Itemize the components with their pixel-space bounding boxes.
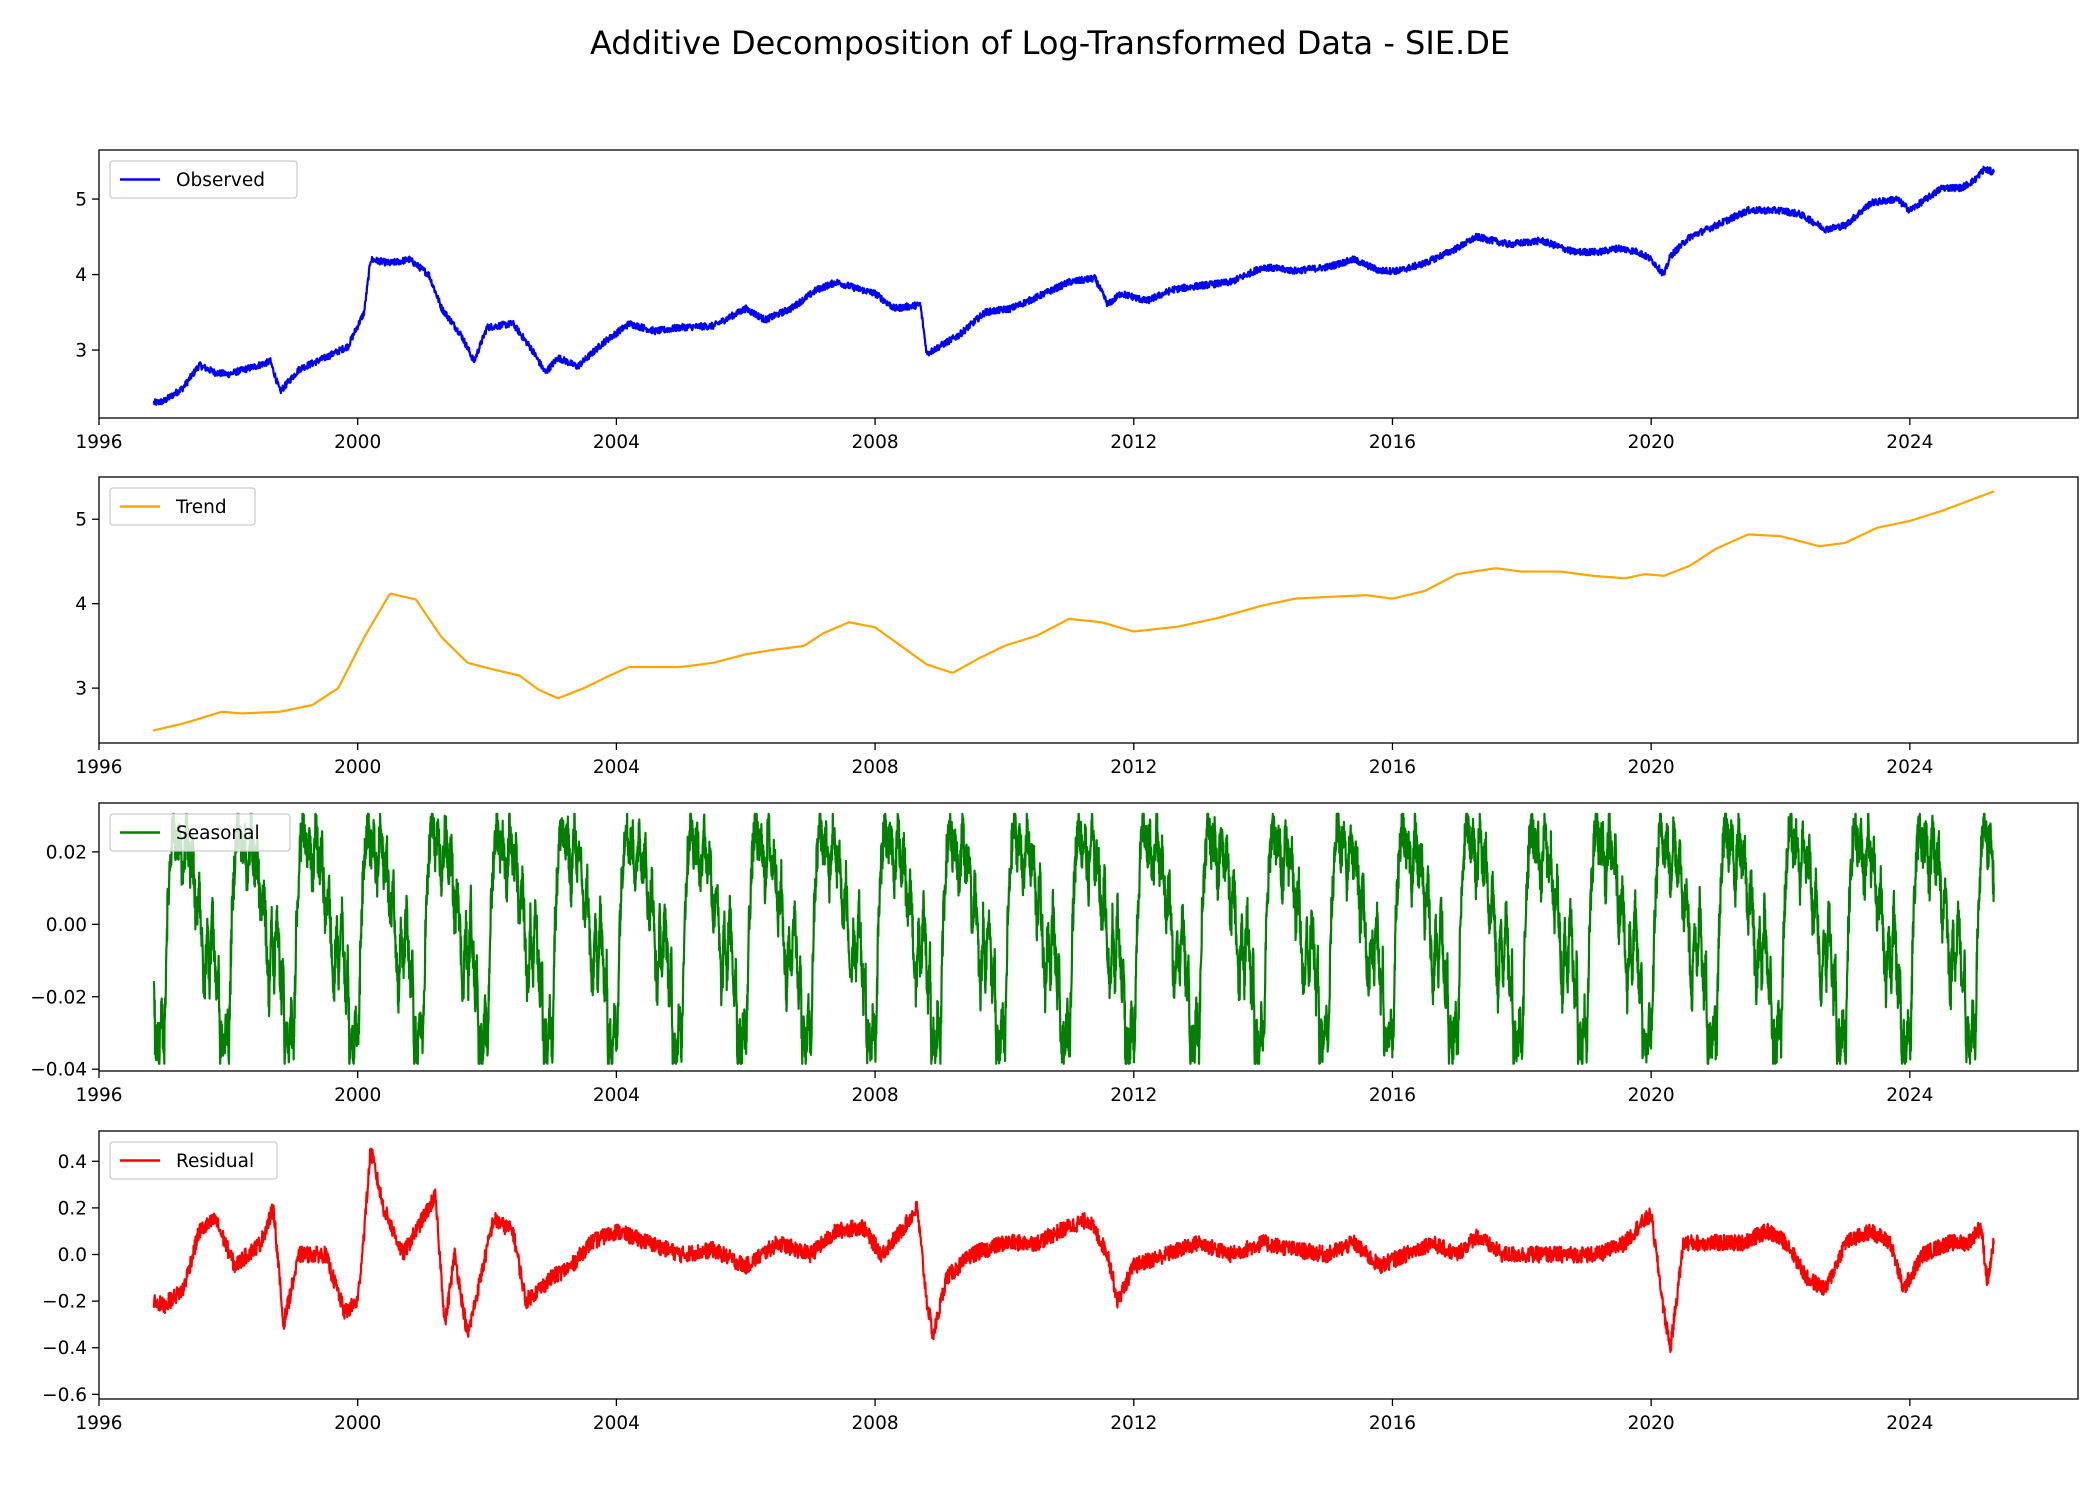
x-tick-label: 2012 xyxy=(1110,1413,1157,1434)
y-tick-label: 4 xyxy=(75,594,87,615)
series-line-seasonal xyxy=(152,812,1995,1065)
subplot-panels: 1996 2000 2004 2008 2012 2016 2020 2024 3 4 5 Obser… xyxy=(30,149,2079,1434)
axes-frame xyxy=(98,149,2079,419)
subplot-4: 1996 2000 2004 2008 2012 2016 2020 2024 −0.6 −0.4… xyxy=(42,1130,2079,1434)
x-tick-label: 2000 xyxy=(334,432,381,453)
y-tick-label: 0.00 xyxy=(46,915,87,936)
x-tick-label: 2016 xyxy=(1369,1085,1416,1106)
axes-frame xyxy=(98,802,2079,1072)
legend: Trend xyxy=(109,487,256,526)
y-tick-label: −0.04 xyxy=(30,1060,87,1081)
x-tick-label: 2004 xyxy=(593,1413,640,1434)
x-tick-label: 2024 xyxy=(1886,1085,1933,1106)
legend: Observed xyxy=(109,160,298,199)
x-tick-label: 2008 xyxy=(852,1085,899,1106)
x-tick-label: 2016 xyxy=(1369,1413,1416,1434)
y-tick-label: 4 xyxy=(75,265,87,286)
x-tick-label: 2024 xyxy=(1886,757,1933,778)
y-tick-label: −0.6 xyxy=(42,1385,87,1406)
subplot-2: 1996 2000 2004 2008 2012 2016 2020 2024 3 4 5 Trend xyxy=(75,476,2079,778)
x-tick-label: 2004 xyxy=(593,757,640,778)
x-tick-label: 2000 xyxy=(334,1085,381,1106)
axes-frame xyxy=(98,1130,2079,1400)
series-line-trend xyxy=(152,490,1995,732)
series-line-residual xyxy=(152,1147,1995,1354)
x-tick-label: 2024 xyxy=(1886,432,1933,453)
legend-box xyxy=(109,813,291,852)
x-tick-label: 2020 xyxy=(1628,1085,1675,1106)
x-tick-label: 2020 xyxy=(1628,1413,1675,1434)
subplot-1: 1996 2000 2004 2008 2012 2016 2020 2024 3 4 5 Obser… xyxy=(75,149,2079,453)
x-tick-label: 2012 xyxy=(1110,1085,1157,1106)
y-tick-label: 0.2 xyxy=(58,1198,87,1219)
x-tick-label: 2012 xyxy=(1110,432,1157,453)
x-tick-label: 2020 xyxy=(1628,757,1675,778)
legend: Residual xyxy=(109,1141,278,1180)
x-tick-label: 2020 xyxy=(1628,432,1675,453)
x-tick-label: 2008 xyxy=(852,1413,899,1434)
figure-title: Additive Decomposition of Log-Transforme… xyxy=(590,24,1510,62)
legend-box xyxy=(109,487,256,526)
legend-box xyxy=(109,1141,278,1180)
legend-label: Trend xyxy=(175,497,227,518)
y-tick-label: 5 xyxy=(75,190,87,211)
x-tick-label: 2000 xyxy=(334,1413,381,1434)
y-tick-label: −0.4 xyxy=(42,1338,87,1359)
y-tick-label: 5 xyxy=(75,510,87,531)
y-tick-label: 0.0 xyxy=(58,1245,87,1266)
x-tick-label: 2008 xyxy=(852,757,899,778)
axes-frame xyxy=(98,476,2079,744)
y-tick-label: −0.02 xyxy=(30,987,87,1008)
y-tick-label: 0.02 xyxy=(46,842,87,863)
x-tick-label: 1996 xyxy=(75,1413,122,1434)
y-tick-label: −0.2 xyxy=(42,1292,87,1313)
legend-label: Observed xyxy=(176,170,265,191)
x-tick-label: 1996 xyxy=(75,1085,122,1106)
x-tick-label: 2012 xyxy=(1110,757,1157,778)
series-line-observed xyxy=(152,165,1995,406)
legend-label: Residual xyxy=(176,1151,254,1172)
y-tick-label: 3 xyxy=(75,679,87,700)
x-tick-label: 2008 xyxy=(852,432,899,453)
x-tick-label: 2004 xyxy=(593,1085,640,1106)
legend-box xyxy=(109,160,298,199)
x-tick-label: 1996 xyxy=(75,432,122,453)
x-tick-label: 2016 xyxy=(1369,757,1416,778)
legend-label: Seasonal xyxy=(176,823,260,844)
x-tick-label: 2000 xyxy=(334,757,381,778)
x-tick-label: 2024 xyxy=(1886,1413,1933,1434)
x-tick-label: 2016 xyxy=(1369,432,1416,453)
subplot-3: 1996 2000 2004 2008 2012 2016 2020 2024 −0.04 −0.… xyxy=(30,802,2079,1106)
legend: Seasonal xyxy=(109,813,291,852)
y-tick-label: 3 xyxy=(75,341,87,362)
y-tick-label: 0.4 xyxy=(58,1152,87,1173)
x-tick-label: 2004 xyxy=(593,432,640,453)
x-tick-label: 1996 xyxy=(75,757,122,778)
